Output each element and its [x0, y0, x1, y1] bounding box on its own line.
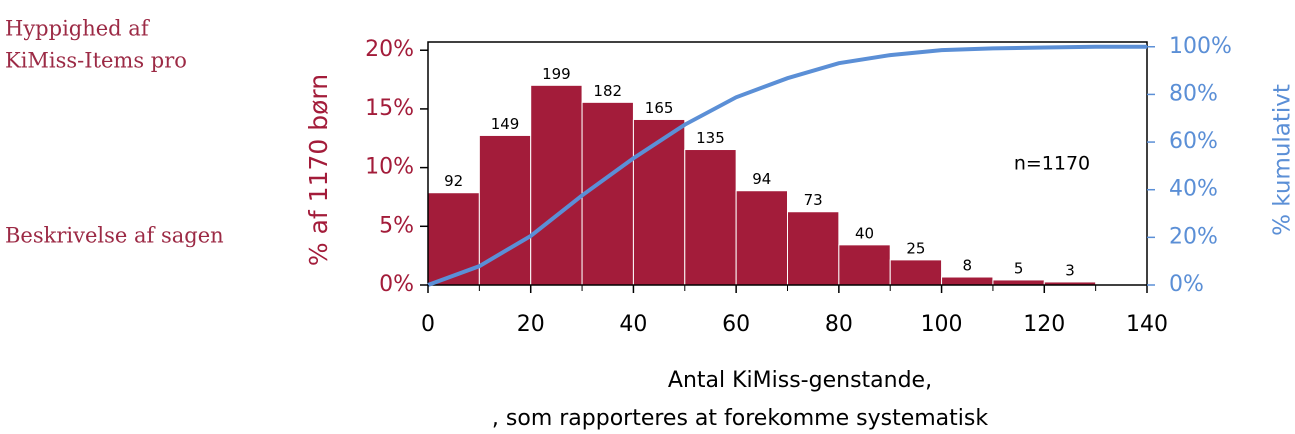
bar [427, 192, 480, 286]
y-tick-label: 10% [365, 155, 414, 180]
data-label: 199 [542, 65, 571, 83]
bar [992, 279, 1045, 286]
y-tick-label: 5% [379, 213, 414, 238]
annotation: n=1170 [1014, 153, 1090, 175]
bar [889, 259, 943, 286]
y-tick-label: 15% [365, 96, 414, 121]
y-tick-label: 20% [365, 37, 414, 62]
data-label: 73 [804, 191, 823, 209]
x-axis-label: Antal KiMiss-genstande, [668, 368, 932, 393]
x-tick-label: 80 [825, 312, 853, 337]
bar [735, 190, 789, 286]
data-label: 182 [593, 82, 622, 100]
bar [684, 149, 737, 286]
x-tick-label: 120 [1023, 312, 1065, 337]
y2-tick-label: 100% [1169, 34, 1232, 59]
data-label: 3 [1065, 261, 1075, 279]
y-axis-label: % af 1170 børn [304, 74, 333, 266]
cumulative-line [427, 44, 1147, 287]
bar [632, 118, 686, 286]
y2-axis-label: % kumulativt [1270, 84, 1295, 236]
side-text: Beskrivelse af sagen [5, 224, 224, 248]
bar [787, 211, 840, 286]
data-label: 8 [962, 257, 972, 275]
x-tick-label: 20 [517, 312, 545, 337]
x-tick-label: 140 [1126, 312, 1168, 337]
bar [581, 101, 634, 286]
data-label: 135 [696, 129, 725, 147]
y2-tick-label: 0% [1169, 272, 1204, 297]
x-tick-label: 100 [921, 312, 963, 337]
data-label: 25 [906, 239, 925, 257]
y2-tick-label: 60% [1169, 129, 1218, 154]
x-axis-label: , som rapporteres at forekomme systemati… [492, 406, 988, 431]
bar [530, 84, 583, 286]
bar [941, 276, 994, 286]
y-tick-label: 0% [379, 272, 414, 297]
bar [838, 244, 891, 286]
data-label: 149 [491, 115, 520, 133]
side-text: KiMiss-Items pro [5, 49, 187, 73]
x-tick-label: 40 [619, 312, 647, 337]
y2-tick-label: 20% [1169, 224, 1218, 249]
data-label: 92 [444, 172, 463, 190]
data-label: 94 [752, 170, 771, 188]
x-tick-label: 0 [421, 312, 435, 337]
x-tick-label: 60 [722, 312, 750, 337]
y2-tick-label: 80% [1169, 81, 1218, 106]
data-label: 165 [645, 99, 674, 117]
y2-tick-label: 40% [1169, 177, 1218, 202]
data-label: 40 [855, 224, 874, 242]
side-text: Hyppighed af [5, 17, 151, 41]
data-label: 5 [1014, 259, 1024, 277]
